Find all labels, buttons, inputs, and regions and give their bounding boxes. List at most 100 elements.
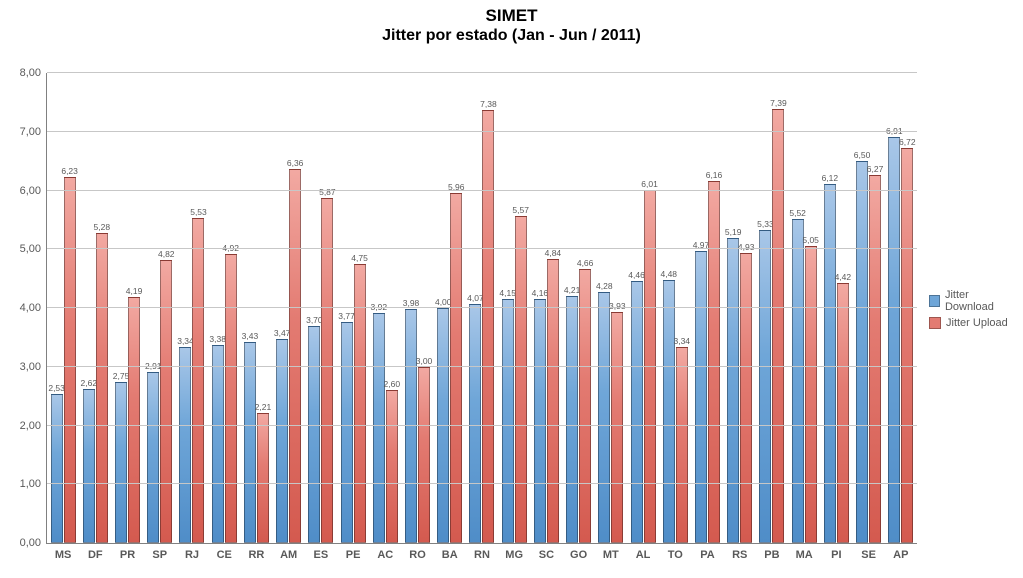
category-group: 4,164,84 xyxy=(530,73,562,543)
bar-value-label: 6,23 xyxy=(61,166,78,176)
legend-swatch-upload xyxy=(929,317,941,329)
bar-download: 6,12 xyxy=(824,184,836,544)
x-tick-label: RO xyxy=(401,549,433,561)
bar-upload: 4,93 xyxy=(740,253,752,543)
bar-upload: 7,38 xyxy=(482,110,494,544)
bar-value-label: 2,62 xyxy=(81,378,98,388)
bar-download: 4,15 xyxy=(502,299,514,543)
x-tick-label: SE xyxy=(852,549,884,561)
category-group: 3,432,21 xyxy=(240,73,272,543)
x-tick-label: MG xyxy=(498,549,530,561)
category-group: 5,525,05 xyxy=(788,73,820,543)
x-tick-label: RJ xyxy=(176,549,208,561)
chart-title: SIMET xyxy=(10,6,1013,26)
category-group: 4,483,34 xyxy=(659,73,691,543)
bar-value-label: 6,16 xyxy=(706,170,723,180)
y-tick-label: 3,00 xyxy=(20,361,41,373)
gridline xyxy=(47,483,917,484)
gridline xyxy=(47,366,917,367)
category-group: 6,916,72 xyxy=(885,73,917,543)
bar-value-label: 5,53 xyxy=(190,207,207,217)
bar-value-label: 5,05 xyxy=(802,235,819,245)
bar-download: 3,47 xyxy=(276,339,288,543)
x-tick-label: AP xyxy=(885,549,917,561)
bar-value-label: 4,66 xyxy=(577,258,594,268)
bar-value-label: 4,19 xyxy=(126,286,143,296)
bar-value-label: 4,48 xyxy=(660,269,677,279)
bar-upload: 5,05 xyxy=(805,246,817,543)
x-tick-label: BA xyxy=(434,549,466,561)
bar-value-label: 5,52 xyxy=(789,208,806,218)
bar-value-label: 5,57 xyxy=(512,205,529,215)
x-tick-label: RR xyxy=(240,549,272,561)
bar-download: 3,77 xyxy=(341,322,353,543)
gridline xyxy=(47,131,917,132)
bar-download: 4,28 xyxy=(598,292,610,543)
bar-value-label: 6,12 xyxy=(822,173,839,183)
bar-value-label: 6,01 xyxy=(641,179,658,189)
y-tick-label: 6,00 xyxy=(20,185,41,197)
y-tick-label: 8,00 xyxy=(20,67,41,79)
legend: Jitter Download Jitter Upload xyxy=(929,285,1013,333)
x-tick-label: PA xyxy=(691,549,723,561)
bar-upload: 5,28 xyxy=(96,233,108,543)
category-group: 4,283,93 xyxy=(595,73,627,543)
x-tick-label: GO xyxy=(563,549,595,561)
bar-value-label: 3,77 xyxy=(338,311,355,321)
bar-upload: 4,66 xyxy=(579,269,591,543)
legend-label-upload: Jitter Upload xyxy=(946,317,1008,329)
x-tick-label: CE xyxy=(208,549,240,561)
bar-upload: 4,92 xyxy=(225,254,237,543)
x-tick-label: AC xyxy=(369,549,401,561)
bar-upload: 6,36 xyxy=(289,169,301,543)
chart-container: SIMET Jitter por estado (Jan - Jun / 201… xyxy=(0,0,1023,578)
x-tick-label: TO xyxy=(659,549,691,561)
bar-upload: 4,42 xyxy=(837,283,849,543)
category-group: 3,476,36 xyxy=(273,73,305,543)
plot-and-legend: 2,536,232,625,282,754,192,914,823,345,53… xyxy=(10,50,1013,568)
plot-area: 2,536,232,625,282,754,192,914,823,345,53… xyxy=(46,73,917,544)
gridline xyxy=(47,425,917,426)
bar-value-label: 7,39 xyxy=(770,98,787,108)
bar-value-label: 6,72 xyxy=(899,137,916,147)
category-group: 3,384,92 xyxy=(208,73,240,543)
bar-upload: 4,75 xyxy=(354,264,366,543)
bar-value-label: 3,70 xyxy=(306,315,323,325)
bar-upload: 3,93 xyxy=(611,312,623,543)
category-group: 2,625,28 xyxy=(79,73,111,543)
category-group: 2,914,82 xyxy=(144,73,176,543)
category-group: 6,506,27 xyxy=(852,73,884,543)
bar-value-label: 2,53 xyxy=(48,383,65,393)
category-group: 4,976,16 xyxy=(691,73,723,543)
bar-download: 5,52 xyxy=(792,219,804,543)
legend-item-upload: Jitter Upload xyxy=(929,317,1013,329)
y-tick-label: 5,00 xyxy=(20,243,41,255)
bar-upload: 4,84 xyxy=(547,259,559,543)
y-tick-label: 4,00 xyxy=(20,302,41,314)
bar-value-label: 2,75 xyxy=(113,371,130,381)
x-tick-label: AL xyxy=(627,549,659,561)
bar-value-label: 5,33 xyxy=(757,219,774,229)
bar-download: 3,34 xyxy=(179,347,191,543)
legend-item-download: Jitter Download xyxy=(929,289,1013,313)
x-tick-label: RS xyxy=(724,549,756,561)
gridline xyxy=(47,307,917,308)
x-tick-label: PR xyxy=(111,549,143,561)
category-group: 3,774,75 xyxy=(337,73,369,543)
bar-download: 6,91 xyxy=(888,137,900,543)
bar-upload: 5,96 xyxy=(450,193,462,543)
bar-upload: 5,87 xyxy=(321,198,333,543)
bar-value-label: 4,46 xyxy=(628,270,645,280)
bars-row: 2,536,232,625,282,754,192,914,823,345,53… xyxy=(47,73,917,543)
bar-value-label: 4,28 xyxy=(596,281,613,291)
x-tick-label: DF xyxy=(79,549,111,561)
legend-label-download: Jitter Download xyxy=(945,289,1013,313)
category-group: 2,53 6,23 xyxy=(47,73,79,543)
bar-value-label: 3,00 xyxy=(416,356,433,366)
gridline xyxy=(47,248,917,249)
bar-value-label: 5,28 xyxy=(94,222,111,232)
x-tick-label: ES xyxy=(305,549,337,561)
bar-value-label: 4,42 xyxy=(835,272,852,282)
x-tick-label: SP xyxy=(144,549,176,561)
bar-value-label: 2,21 xyxy=(255,402,272,412)
